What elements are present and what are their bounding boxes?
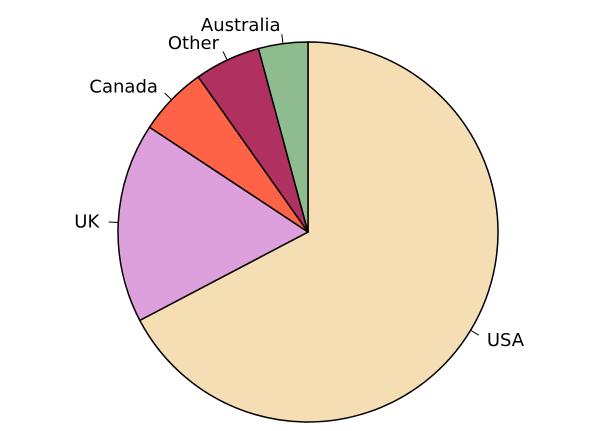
slice-label-uk: UK [74,211,100,232]
slice-label-usa: USA [487,330,525,351]
slice-label-australia: Australia [201,15,281,36]
label-tick-other [222,51,228,61]
pie-slice-australia [257,41,309,233]
label-tick-australia [281,34,284,44]
label-tick-canada [164,92,172,101]
slice-label-other: Other [168,33,220,54]
slice-label-canada: Canada [89,77,158,98]
pie-slice-usa [138,41,499,423]
label-tick-usa [470,329,480,336]
